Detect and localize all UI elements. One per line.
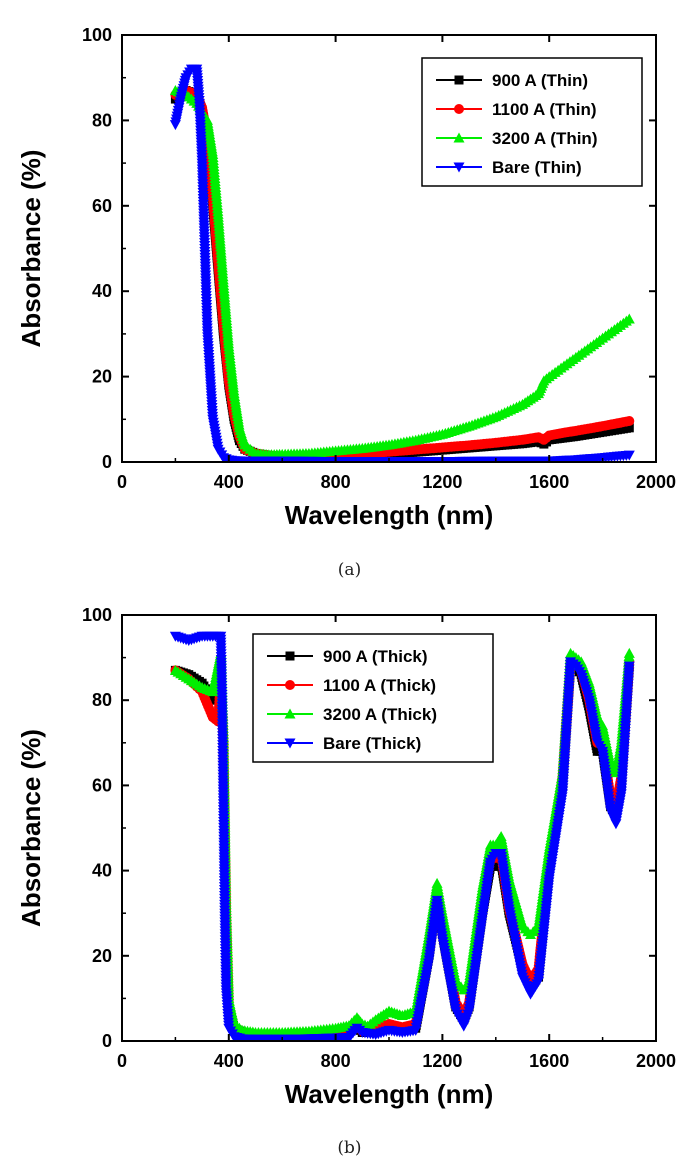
panel-b: 0 400 800 1200 1600 2000 0 20 40 60 80 100 Wavelengt… — [0, 590, 699, 1165]
a-series-2-point-260 — [623, 313, 635, 324]
b-legend-label-3: Bare (Thick) — [323, 734, 421, 753]
a-ytick-label-5: 100 — [82, 25, 112, 45]
a-legend-label-2: 3200 A (Thin) — [492, 129, 597, 148]
panel-a: 0 400 800 1200 1600 2000 0 20 40 60 80 100 Wavelengt… — [16, 25, 676, 580]
a-xtick-label-0: 0 — [117, 472, 127, 492]
b-legend: 900 A (Thick) 1100 A (Thick) 3200 A (Thick… — [252, 633, 494, 763]
b-plot-area — [169, 631, 635, 1041]
b-legend-marker-2 — [284, 708, 296, 719]
b-xtick-label-4: 1600 — [529, 1051, 569, 1071]
a-series-3-point-292 — [623, 450, 635, 461]
b-ytick-label-1: 20 — [92, 946, 112, 966]
a-legend-marker-3 — [453, 162, 465, 173]
a-xtick-label-2: 800 — [321, 472, 351, 492]
chart-a: 0 400 800 1200 1600 2000 0 20 40 60 80 100 Wavelengt… — [16, 25, 676, 530]
b-y-axis-label: Absorbance (%) — [16, 729, 46, 927]
b-xtick-label-2: 800 — [321, 1051, 351, 1071]
b-ytick-label-0: 0 — [102, 1031, 112, 1051]
a-ytick-label-4: 80 — [92, 110, 112, 130]
a-series-0-point-264 — [624, 423, 634, 433]
b-legend-label-2: 3200 A (Thick) — [323, 705, 437, 724]
a-legend-marker-2 — [453, 132, 465, 143]
b-xtick-label-3: 1200 — [422, 1051, 462, 1071]
a-xtick-label-3: 1200 — [422, 472, 462, 492]
a-series-2 — [169, 85, 635, 460]
a-ytick-label-2: 40 — [92, 281, 112, 301]
a-series-1-point-264 — [624, 416, 635, 427]
a-ytick-label-3: 60 — [92, 196, 112, 216]
a-xtick-label-4: 1600 — [529, 472, 569, 492]
a-x-axis-label: Wavelength (nm) — [285, 500, 493, 530]
b-series-3 — [169, 631, 635, 1041]
b-ytick-label-4: 80 — [92, 690, 112, 710]
b-x-axis-label: Wavelength (nm) — [285, 1079, 493, 1109]
a-legend-label-3: Bare (Thin) — [492, 158, 582, 177]
b-legend-label-0: 900 A (Thick) — [323, 647, 428, 666]
b-xtick-label-5: 2000 — [636, 1051, 676, 1071]
b-legend-label-1: 1100 A (Thick) — [323, 676, 436, 695]
a-legend-label-1: 1100 A (Thin) — [492, 100, 597, 119]
b-ytick-label-3: 60 — [92, 775, 112, 795]
chart-b: 0 400 800 1200 1600 2000 0 20 40 60 80 100 Wavelengt… — [16, 605, 676, 1109]
a-plot-area — [169, 64, 635, 462]
a-xtick-label-1: 400 — [214, 472, 244, 492]
b-series-2-point-566 — [623, 647, 635, 658]
b-legend-marker-3 — [284, 738, 296, 749]
b-ytick-label-5: 100 — [82, 605, 112, 625]
a-ytick-label-1: 20 — [92, 367, 112, 387]
b-ytick-label-2: 40 — [92, 861, 112, 881]
a-legend-marker-0 — [454, 75, 464, 85]
b-series-3-point-639 — [623, 661, 635, 672]
a-legend: 900 A (Thin) 1100 A (Thin) 3200 A (Thin) Ba… — [421, 57, 643, 187]
b-xtick-label-1: 400 — [214, 1051, 244, 1071]
a-y-axis-label: Absorbance (%) — [16, 150, 46, 348]
b-legend-marker-0 — [285, 651, 295, 661]
panel-b-caption: (b) — [337, 1138, 362, 1158]
a-legend-label-0: 900 A (Thin) — [492, 71, 588, 90]
b-xtick-label-0: 0 — [117, 1051, 127, 1071]
a-xtick-label-5: 2000 — [636, 472, 676, 492]
a-ytick-label-0: 0 — [102, 452, 112, 472]
b-legend-marker-1 — [285, 680, 295, 690]
a-legend-marker-1 — [454, 104, 464, 114]
panel-a-caption: (a) — [337, 560, 362, 580]
